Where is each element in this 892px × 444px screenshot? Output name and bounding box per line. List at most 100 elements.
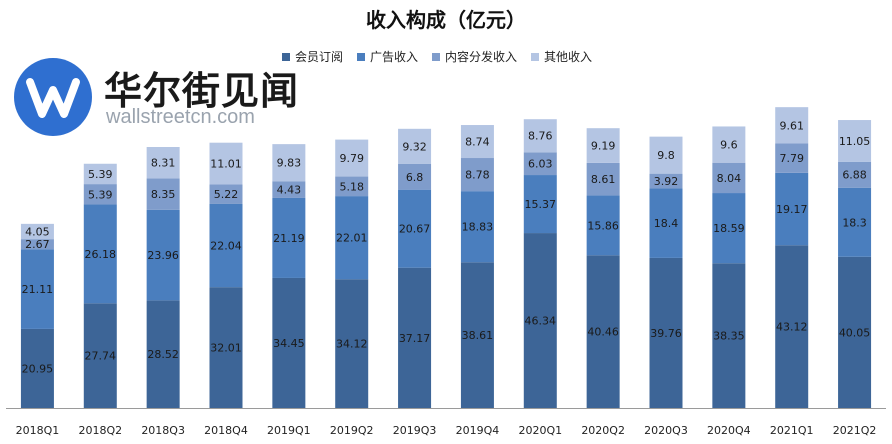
data-label-2018Q3-series-0: 28.52 bbox=[147, 348, 179, 361]
data-label-2018Q2-series-3: 5.39 bbox=[88, 168, 113, 181]
bar-2019Q1-series-0 bbox=[272, 277, 306, 408]
data-label-2020Q4-series-1: 18.59 bbox=[713, 222, 745, 235]
bar-2020Q4-series-3 bbox=[712, 126, 746, 163]
data-label-2019Q2-series-1: 22.01 bbox=[336, 232, 368, 245]
watermark: 华尔街见闻 wallstreetcn.com bbox=[14, 56, 304, 140]
data-label-2019Q1-series-1: 21.19 bbox=[273, 232, 305, 245]
data-label-2021Q2-series-3: 11.05 bbox=[839, 135, 871, 148]
bar-2020Q3-series-1 bbox=[649, 188, 683, 258]
data-label-2020Q1-series-2: 6.03 bbox=[528, 158, 553, 171]
bar-2018Q1-series-3 bbox=[20, 223, 54, 240]
bar-2019Q3-series-2 bbox=[398, 163, 432, 190]
legend-swatch-3 bbox=[531, 52, 540, 61]
bar-2018Q4-series-2 bbox=[209, 184, 243, 204]
bar-2019Q1-series-2 bbox=[272, 181, 306, 198]
legend-label-2: 内容分发收入 bbox=[445, 50, 518, 64]
bar-2020Q4-series-2 bbox=[712, 162, 746, 194]
data-label-2020Q3-series-0: 39.76 bbox=[650, 327, 682, 340]
x-tick-label-2019Q4: 2019Q4 bbox=[456, 424, 500, 437]
bar-2020Q3-series-2 bbox=[649, 173, 683, 189]
bar-2018Q4-series-1 bbox=[209, 203, 243, 288]
data-label-2019Q2-series-2: 5.18 bbox=[339, 180, 364, 193]
bar-2020Q1-series-2 bbox=[523, 152, 557, 176]
bar-2020Q1-series-1 bbox=[523, 175, 557, 234]
data-label-2018Q4-series-0: 32.01 bbox=[210, 342, 242, 355]
chart-legend: 会员订阅 广告收入 内容分发收入 其他收入 bbox=[282, 48, 592, 65]
data-label-2021Q1-series-3: 9.61 bbox=[779, 119, 804, 132]
bar-2018Q3-series-0 bbox=[146, 300, 180, 408]
bar-2021Q2-series-0 bbox=[838, 256, 872, 408]
data-label-2019Q3-series-1: 20.67 bbox=[399, 223, 431, 236]
legend-swatch-2 bbox=[432, 52, 441, 61]
data-label-2020Q4-series-3: 9.6 bbox=[720, 139, 738, 152]
data-label-2018Q4-series-3: 11.01 bbox=[210, 157, 242, 170]
data-label-2018Q1-series-1: 21.11 bbox=[22, 283, 54, 296]
bar-2021Q1-series-1 bbox=[775, 172, 809, 246]
bar-2018Q3-series-1 bbox=[146, 209, 180, 301]
legend-item-0: 会员订阅 bbox=[282, 48, 343, 65]
bar-2021Q2-series-3 bbox=[838, 120, 872, 162]
bar-2021Q1-series-0 bbox=[775, 245, 809, 408]
legend-label-3: 其他收入 bbox=[544, 50, 593, 64]
data-label-2020Q3-series-3: 9.8 bbox=[657, 149, 675, 162]
data-label-2021Q1-series-2: 7.79 bbox=[779, 152, 804, 165]
x-tick-label-2019Q1: 2019Q1 bbox=[267, 424, 311, 437]
data-label-2018Q3-series-2: 8.35 bbox=[151, 188, 176, 201]
bar-2020Q2-series-0 bbox=[586, 255, 620, 408]
bar-2019Q4-series-3 bbox=[460, 125, 494, 159]
data-label-2019Q3-series-2: 6.8 bbox=[406, 171, 424, 184]
data-label-2019Q3-series-0: 37.17 bbox=[399, 332, 431, 345]
data-label-2020Q3-series-2: 3.92 bbox=[654, 175, 679, 188]
data-label-2020Q3-series-1: 18.4 bbox=[654, 217, 679, 230]
bar-2019Q3-series-3 bbox=[398, 128, 432, 164]
bar-2018Q3-series-2 bbox=[146, 178, 180, 210]
data-label-2020Q1-series-3: 8.76 bbox=[528, 130, 553, 143]
x-tick-label-2019Q3: 2019Q3 bbox=[393, 424, 437, 437]
legend-item-2: 内容分发收入 bbox=[432, 48, 517, 65]
wallstreetcn-logo-icon bbox=[14, 58, 92, 136]
data-label-2021Q1-series-1: 19.17 bbox=[776, 203, 808, 216]
watermark-url: wallstreetcn.com bbox=[106, 106, 255, 128]
bar-2020Q2-series-1 bbox=[586, 195, 620, 256]
bar-2018Q1-series-2 bbox=[20, 239, 54, 250]
x-tick-label-2018Q3: 2018Q3 bbox=[141, 424, 185, 437]
bar-2019Q2-series-3 bbox=[335, 139, 369, 177]
x-tick-label-2018Q1: 2018Q1 bbox=[16, 424, 60, 437]
data-label-2018Q2-series-2: 5.39 bbox=[88, 188, 113, 201]
legend-label-0: 会员订阅 bbox=[295, 50, 344, 64]
bar-2020Q2-series-2 bbox=[586, 162, 620, 196]
bar-2019Q1-series-1 bbox=[272, 197, 306, 278]
x-tick-label-2020Q1: 2020Q1 bbox=[518, 424, 562, 437]
bar-2019Q4-series-2 bbox=[460, 158, 494, 192]
data-label-2019Q1-series-2: 4.43 bbox=[277, 184, 302, 197]
bar-2019Q3-series-1 bbox=[398, 189, 432, 268]
data-label-2020Q2-series-1: 15.86 bbox=[587, 219, 619, 232]
bar-2020Q3-series-3 bbox=[649, 136, 683, 174]
data-label-2020Q1-series-0: 46.34 bbox=[525, 315, 557, 328]
data-label-2018Q2-series-1: 26.18 bbox=[85, 248, 117, 261]
bar-2020Q2-series-3 bbox=[586, 128, 620, 163]
bar-2019Q4-series-1 bbox=[460, 191, 494, 263]
data-label-2019Q4-series-2: 8.78 bbox=[465, 169, 490, 182]
legend-swatch-0 bbox=[282, 52, 290, 61]
legend-item-3: 其他收入 bbox=[531, 48, 592, 65]
bar-2019Q2-series-2 bbox=[335, 176, 369, 197]
bar-2020Q4-series-0 bbox=[712, 263, 746, 408]
bar-2020Q3-series-0 bbox=[649, 257, 683, 408]
data-label-2020Q4-series-0: 38.35 bbox=[713, 330, 745, 343]
bar-2018Q4-series-0 bbox=[209, 287, 243, 408]
data-label-2018Q1-series-0: 20.95 bbox=[22, 362, 54, 375]
data-label-2019Q4-series-3: 8.74 bbox=[465, 136, 490, 149]
data-label-2019Q2-series-0: 34.12 bbox=[336, 338, 368, 351]
legend-label-1: 广告收入 bbox=[370, 50, 419, 64]
bar-2019Q2-series-1 bbox=[335, 196, 369, 280]
data-label-2020Q4-series-2: 8.04 bbox=[717, 172, 742, 185]
bar-2019Q2-series-0 bbox=[335, 279, 369, 408]
x-tick-label-2020Q4: 2020Q4 bbox=[707, 424, 751, 437]
data-label-2020Q2-series-0: 40.46 bbox=[587, 326, 619, 339]
data-label-2018Q3-series-1: 23.96 bbox=[147, 249, 179, 262]
data-label-2019Q2-series-3: 9.79 bbox=[339, 152, 364, 165]
legend-swatch-1 bbox=[357, 52, 366, 61]
data-label-2018Q3-series-3: 8.31 bbox=[151, 157, 176, 170]
